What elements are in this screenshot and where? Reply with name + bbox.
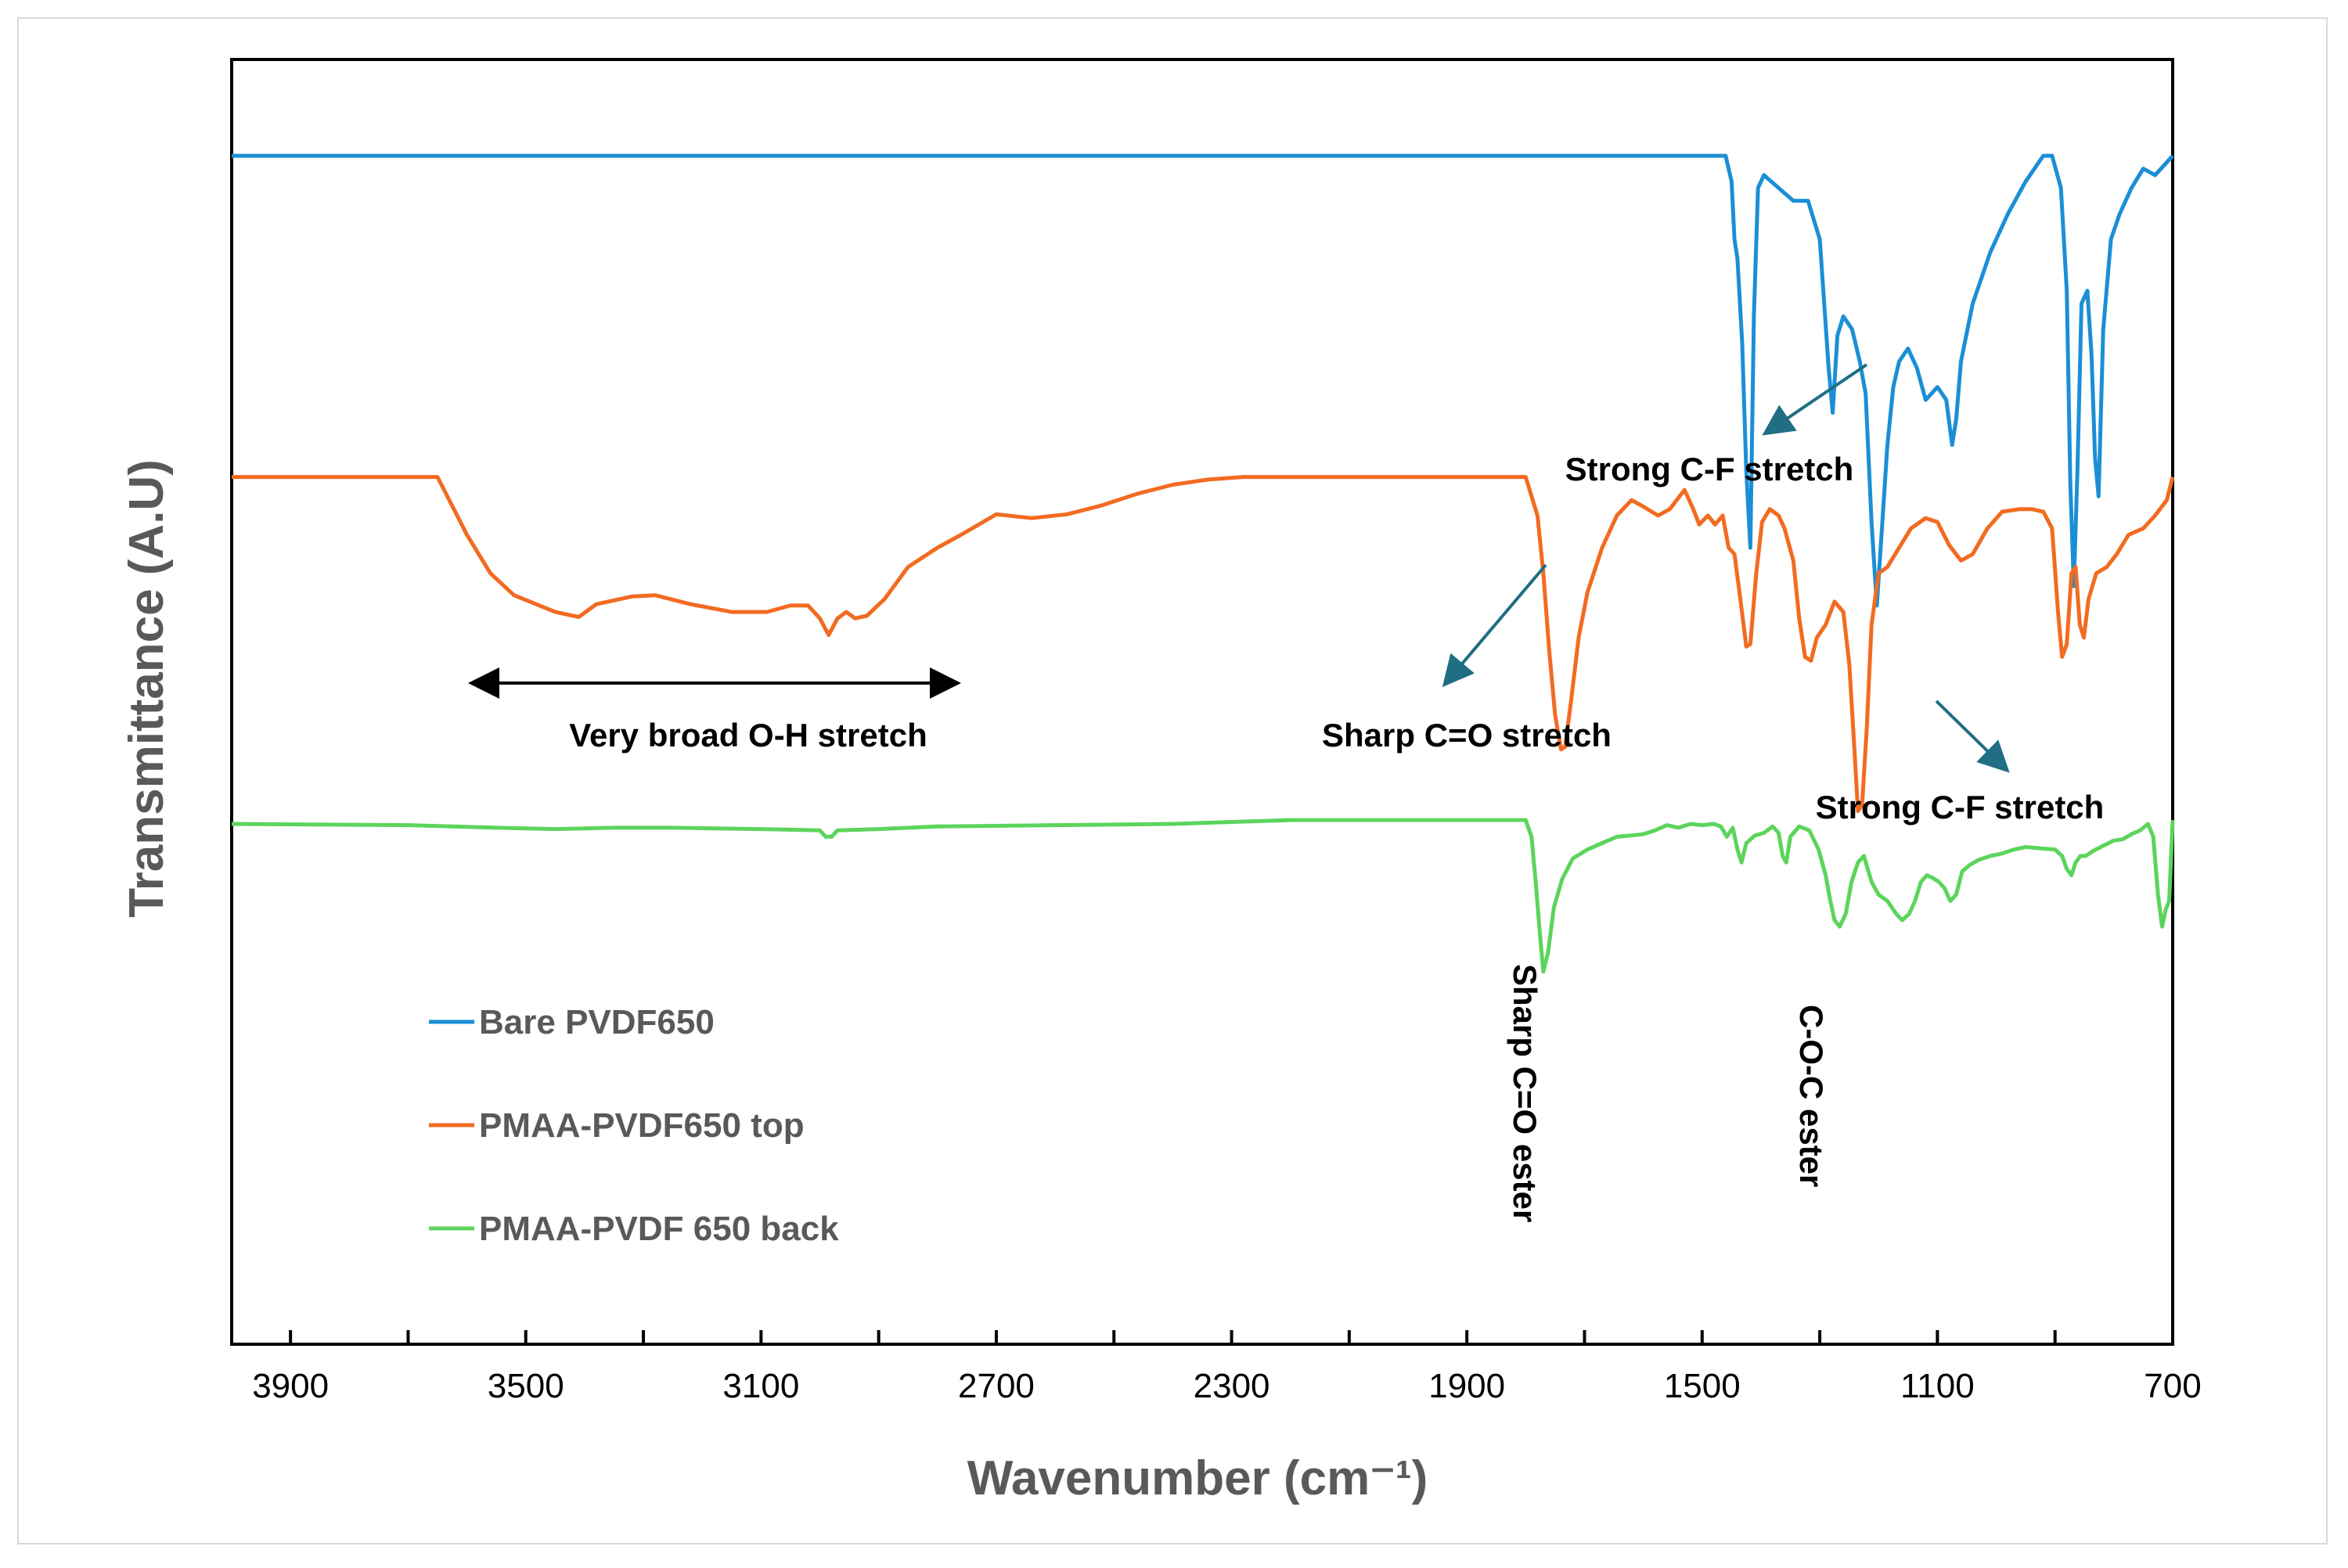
y-axis-title: Transmittance (A.U) bbox=[120, 459, 174, 918]
annotation-cf-stretch-middle: Strong C-F stretch bbox=[1816, 789, 2105, 825]
annotation-oh-stretch: Very broad O-H stretch bbox=[569, 717, 927, 753]
series-line-pmaa-pvdf650-top bbox=[232, 475, 2175, 814]
x-tick-label: 2700 bbox=[958, 1367, 1035, 1405]
arrow-cf-stretch-top bbox=[1762, 363, 1868, 436]
x-axis-title: Wavenumber (cm⁻¹) bbox=[967, 1451, 1428, 1505]
series-group bbox=[231, 153, 2175, 974]
arrow-cf-stretch-middle bbox=[1935, 699, 2010, 773]
x-tick-label: 1900 bbox=[1428, 1367, 1505, 1405]
series-line-pmaa-pvdf650-back bbox=[231, 818, 2175, 974]
legend-label-bare-pvdf650: Bare PVDF650 bbox=[479, 1003, 715, 1041]
plot-area bbox=[230, 58, 2174, 1346]
annotation-coc-ester: C-O-C ester bbox=[1793, 1005, 1830, 1187]
x-tick-label: 1500 bbox=[1664, 1367, 1741, 1405]
legend-label-pmaa-pvdf650-top: PMAA-PVDF650 top bbox=[479, 1106, 805, 1145]
arrow-co-stretch bbox=[1442, 563, 1547, 688]
x-tick-label: 3900 bbox=[252, 1367, 329, 1405]
x-tick-label: 3500 bbox=[488, 1367, 564, 1405]
legend-label-pmaa-pvdf650-back: PMAA-PVDF 650 back bbox=[479, 1210, 839, 1248]
annotation-co-ester: Sharp C=O ester bbox=[1507, 964, 1543, 1222]
chart-frame bbox=[17, 17, 2328, 1545]
annotation-cf-stretch-top: Strong C-F stretch bbox=[1565, 451, 1854, 487]
annotation-co-stretch: Sharp C=O stretch bbox=[1322, 717, 1612, 753]
x-axis-ticks: 3900 3500 3100 2700 2300 1900 1500 1100 700 bbox=[252, 1330, 2202, 1405]
x-tick-label: 1100 bbox=[1900, 1367, 1975, 1405]
x-tick-label: 3100 bbox=[722, 1367, 799, 1405]
x-tick-label: 2300 bbox=[1194, 1367, 1270, 1405]
x-tick-label: 700 bbox=[2144, 1367, 2201, 1405]
legend: Bare PVDF650 PMAA-PVDF650 top PMAA-PVDF … bbox=[429, 1003, 839, 1248]
series-line-bare-pvdf650 bbox=[232, 153, 2174, 608]
